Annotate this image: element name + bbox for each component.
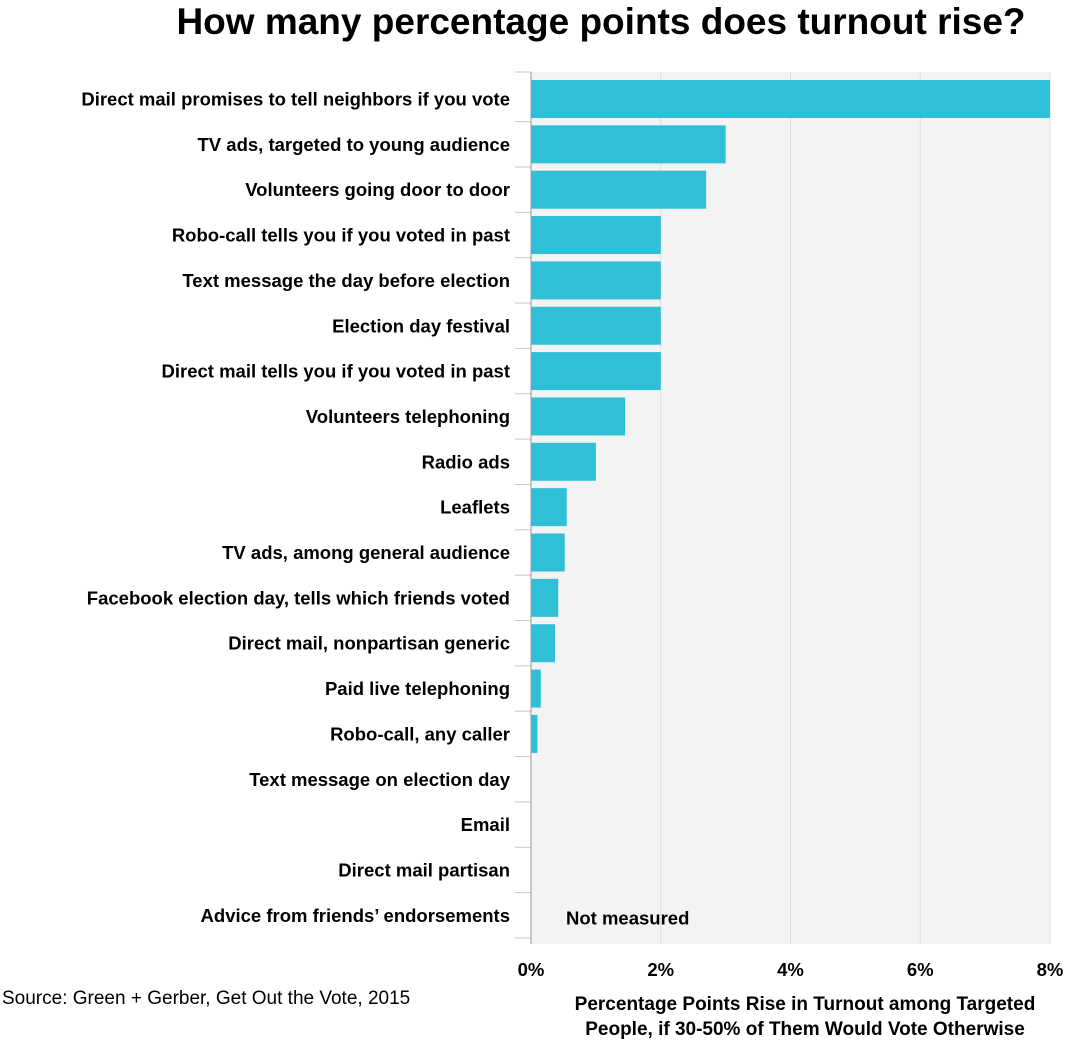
- bar: [531, 488, 567, 527]
- x-tick-label: 0%: [518, 959, 545, 980]
- bar: [531, 170, 707, 209]
- category-label: Robo-call, any caller: [330, 723, 510, 744]
- category-label: Email: [461, 814, 510, 835]
- x-axis-title-line: Percentage Points Rise in Turnout among …: [575, 994, 1036, 1015]
- bar: [531, 306, 661, 345]
- bar: [531, 261, 661, 300]
- category-label: Robo-call tells you if you voted in past: [172, 225, 510, 246]
- bar: [531, 397, 626, 436]
- x-axis-title-line: People, if 30-50% of Them Would Vote Oth…: [585, 1019, 1025, 1040]
- category-label: Radio ads: [422, 451, 510, 472]
- category-label: Advice from friends’ endorsements: [201, 905, 510, 926]
- category-label: Text message the day before election: [182, 270, 510, 291]
- category-label: TV ads, among general audience: [222, 542, 510, 563]
- category-label: Volunteers going door to door: [245, 179, 510, 200]
- bar: [531, 714, 538, 753]
- bar: [531, 352, 661, 391]
- category-label: Direct mail partisan: [338, 859, 510, 880]
- category-label: Direct mail tells you if you voted in pa…: [162, 361, 511, 382]
- bar: [531, 442, 596, 481]
- bar: [531, 669, 541, 708]
- bar: [531, 125, 726, 164]
- category-label: Election day festival: [332, 315, 510, 336]
- x-tick-label: 2%: [647, 959, 674, 980]
- not-measured-note: Not measured: [566, 907, 689, 928]
- bar: [531, 578, 559, 617]
- category-label: Leaflets: [440, 497, 510, 518]
- source-note: Source: Green + Gerber, Get Out the Vote…: [2, 988, 410, 1009]
- category-label: TV ads, targeted to young audience: [198, 134, 511, 155]
- x-tick-label: 6%: [907, 959, 934, 980]
- x-tick-label: 8%: [1037, 959, 1064, 980]
- category-label: Volunteers telephoning: [306, 406, 510, 427]
- chart-title: How many percentage points does turnout …: [176, 1, 1025, 42]
- category-label: Text message on election day: [249, 769, 511, 790]
- bar: [531, 533, 565, 572]
- bar: [531, 624, 556, 663]
- category-label: Direct mail promises to tell neighbors i…: [81, 89, 510, 110]
- bar: [531, 80, 1050, 118]
- category-label: Paid live telephoning: [325, 678, 510, 699]
- x-tick-label: 4%: [777, 959, 804, 980]
- category-label: Direct mail, nonpartisan generic: [228, 633, 510, 654]
- category-label: Facebook election day, tells which frien…: [87, 587, 510, 608]
- bar: [531, 216, 661, 255]
